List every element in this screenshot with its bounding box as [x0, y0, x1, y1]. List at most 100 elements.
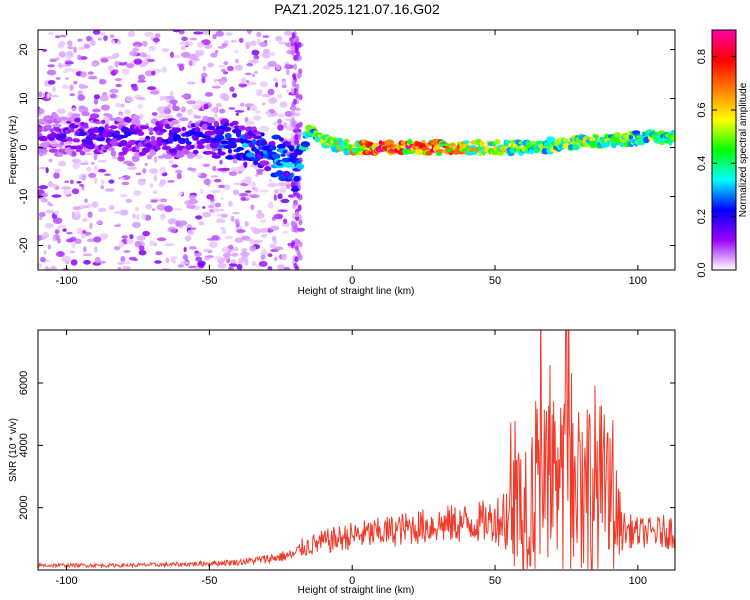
heatmap-cell: [216, 213, 221, 217]
heatmap-cell: [59, 34, 67, 38]
heatmap-cell: [61, 84, 69, 90]
heatmap-cell: [141, 213, 147, 220]
heatmap-cell: [71, 151, 77, 157]
heatmap-cell: [67, 46, 74, 50]
heatmap-cell: [82, 253, 93, 257]
heatmap-cell: [188, 194, 197, 200]
heatmap-cell: [103, 35, 108, 41]
heatmap-cell: [195, 51, 203, 57]
heatmap-cell: [613, 132, 621, 139]
heatmap-cell: [244, 259, 249, 266]
heatmap-cell: [163, 153, 174, 160]
heatmap-cell: [57, 225, 67, 228]
heatmap-cell: [171, 164, 179, 168]
heatmap-cell: [189, 37, 198, 41]
heatmap-cell: [87, 211, 93, 218]
heatmap-cell: [182, 254, 188, 261]
heatmap-cell: [106, 131, 114, 138]
heatmap-cell: [178, 220, 188, 226]
heatmap-cell: [126, 238, 134, 245]
heatmap-cell: [83, 259, 91, 265]
heatmap-cell: [234, 58, 239, 64]
heatmap-cell: [62, 70, 69, 74]
heatmap-cell: [159, 198, 168, 203]
spectrogram-ylabel: Frequency (Hz): [8, 116, 19, 185]
heatmap-cell: [172, 127, 182, 133]
heatmap-cell: [153, 174, 158, 182]
y-tick-label: -10: [18, 189, 30, 205]
heatmap-cell: [246, 62, 254, 67]
x-tick-label: 100: [629, 275, 647, 287]
heatmap-cell: [109, 125, 118, 130]
heatmap-cell: [240, 251, 250, 257]
heatmap-cell: [300, 141, 311, 148]
heatmap-cell: [206, 116, 216, 124]
heatmap-cell: [443, 143, 453, 147]
heatmap-cell: [219, 78, 226, 86]
heatmap-cell: [76, 228, 83, 232]
heatmap-cell: [283, 30, 294, 36]
heatmap-cell: [296, 227, 306, 232]
heatmap-cell: [125, 198, 132, 203]
heatmap-cell: [276, 94, 283, 99]
heatmap-cell: [197, 260, 206, 267]
heatmap-cell: [83, 122, 89, 128]
heatmap-cell: [220, 213, 228, 218]
heatmap-cell: [113, 210, 124, 214]
heatmap-cell: [192, 104, 202, 110]
heatmap-cell: [241, 77, 247, 84]
heatmap-cell: [515, 144, 521, 150]
heatmap-cell: [239, 102, 245, 107]
heatmap-cell: [232, 189, 240, 196]
heatmap-cell: [94, 177, 98, 184]
heatmap-cell: [260, 234, 268, 238]
heatmap-cell: [154, 260, 162, 264]
heatmap-cell: [138, 74, 146, 81]
heatmap-cell: [241, 142, 249, 148]
heatmap-cell: [187, 108, 194, 116]
heatmap-cell: [115, 134, 126, 140]
heatmap-cell: [231, 120, 239, 126]
heatmap-cell: [294, 45, 299, 52]
heatmap-cell: [222, 94, 230, 102]
colorbar-tick-label: 0.4: [696, 156, 708, 171]
heatmap-cell: [118, 241, 125, 248]
heatmap-cell: [100, 104, 110, 111]
heatmap-cell: [229, 142, 237, 149]
heatmap-cell: [179, 41, 186, 46]
snr-xlabel: Height of straight line (km): [298, 585, 415, 596]
heatmap-cell: [136, 235, 146, 241]
heatmap-cell: [43, 250, 47, 255]
y-tick-label: 0: [18, 144, 30, 150]
heatmap-cell: [215, 134, 225, 141]
heatmap-cell: [192, 136, 199, 141]
heatmap-cell: [54, 229, 60, 235]
heatmap-cell: [167, 218, 176, 225]
heatmap-cell: [282, 150, 287, 154]
heatmap-cell: [194, 131, 204, 138]
heatmap-cell: [228, 263, 238, 267]
heatmap-cell: [109, 88, 119, 94]
heatmap-cell: [93, 165, 99, 172]
heatmap-cell: [260, 219, 267, 224]
heatmap-cell: [80, 232, 86, 239]
heatmap-cell: [108, 179, 115, 184]
heatmap-cell: [216, 218, 224, 223]
heatmap-cell: [100, 179, 105, 185]
heatmap-cell: [250, 204, 255, 210]
heatmap-cell: [189, 144, 195, 149]
heatmap-cell: [218, 184, 226, 189]
heatmap-cell: [117, 156, 125, 162]
heatmap-cell: [81, 111, 90, 117]
heatmap-cell: [135, 149, 140, 153]
heatmap-cell: [139, 125, 150, 130]
heatmap-cell: [463, 140, 470, 144]
heatmap-cell: [212, 165, 217, 172]
heatmap-cell: [159, 128, 167, 133]
heatmap-cell: [57, 238, 61, 244]
heatmap-cell: [97, 136, 106, 142]
heatmap-cell: [38, 166, 49, 170]
snr-panel: -100 -50 0 50 100 2000 4000 6000 Height of stra…: [8, 329, 676, 596]
heatmap-cell: [148, 127, 155, 132]
